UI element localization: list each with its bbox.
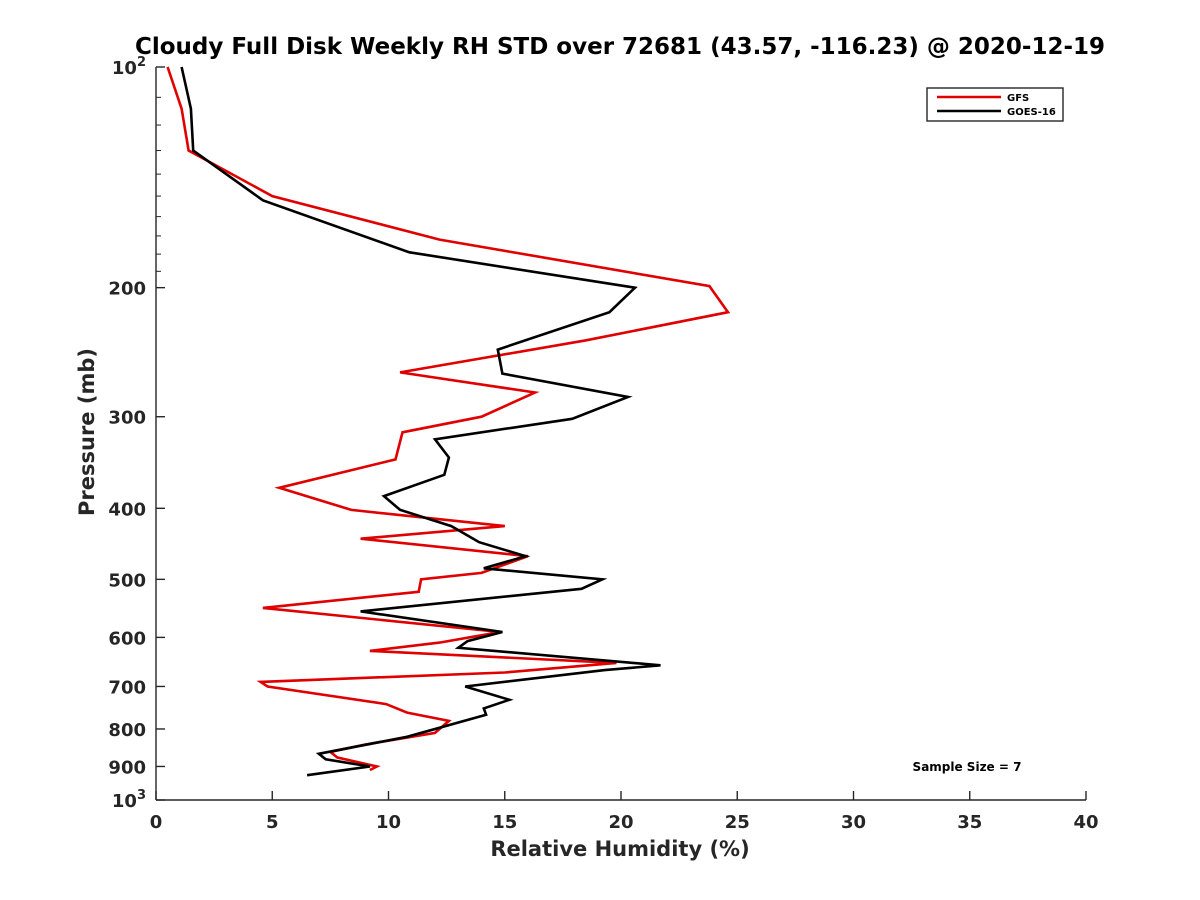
y-tick-label: 600 (108, 628, 146, 649)
y-tick-label: 700 (108, 677, 146, 698)
y-tick-label: 400 (108, 499, 146, 520)
y-tick-label: 103 (112, 788, 146, 812)
legend: GFS GOES-16 (926, 87, 1064, 122)
y-tick-label: 900 (108, 757, 146, 778)
x-tick-label: 25 (725, 812, 750, 833)
legend-label: GOES-16 (1007, 107, 1056, 118)
y-tick-label: 500 (108, 570, 146, 591)
x-tick-label: 40 (1073, 812, 1098, 833)
x-tick-label: 10 (376, 812, 401, 833)
x-tick-label: 5 (266, 812, 279, 833)
series-line-gfs (166, 66, 731, 772)
plot-area: 0 5 10 15 20 25 30 35 40 102 200 300 400 500 600 700 800… (108, 55, 1098, 833)
y-tick-label: 102 (112, 55, 146, 79)
legend-label: GFS (1007, 93, 1029, 104)
y-axis-label: Pressure (mb) (75, 348, 99, 516)
y-tick-label: 200 (108, 279, 146, 300)
sample-size-annotation: Sample Size = 7 (913, 760, 1022, 774)
chart-title: Cloudy Full Disk Weekly RH STD over 7268… (135, 34, 1105, 60)
y-tick-label: 300 (108, 408, 146, 429)
x-axis-label: Relative Humidity (%) (490, 837, 749, 861)
series-line-goes-16 (180, 66, 661, 777)
x-tick-label: 15 (492, 812, 517, 833)
x-tick-label: 30 (841, 812, 866, 833)
x-tick-label: 35 (957, 812, 982, 833)
x-tick-label: 0 (150, 812, 163, 833)
x-tick-label: 20 (608, 812, 633, 833)
y-tick-label: 800 (108, 720, 146, 741)
legend-box (926, 87, 1064, 122)
